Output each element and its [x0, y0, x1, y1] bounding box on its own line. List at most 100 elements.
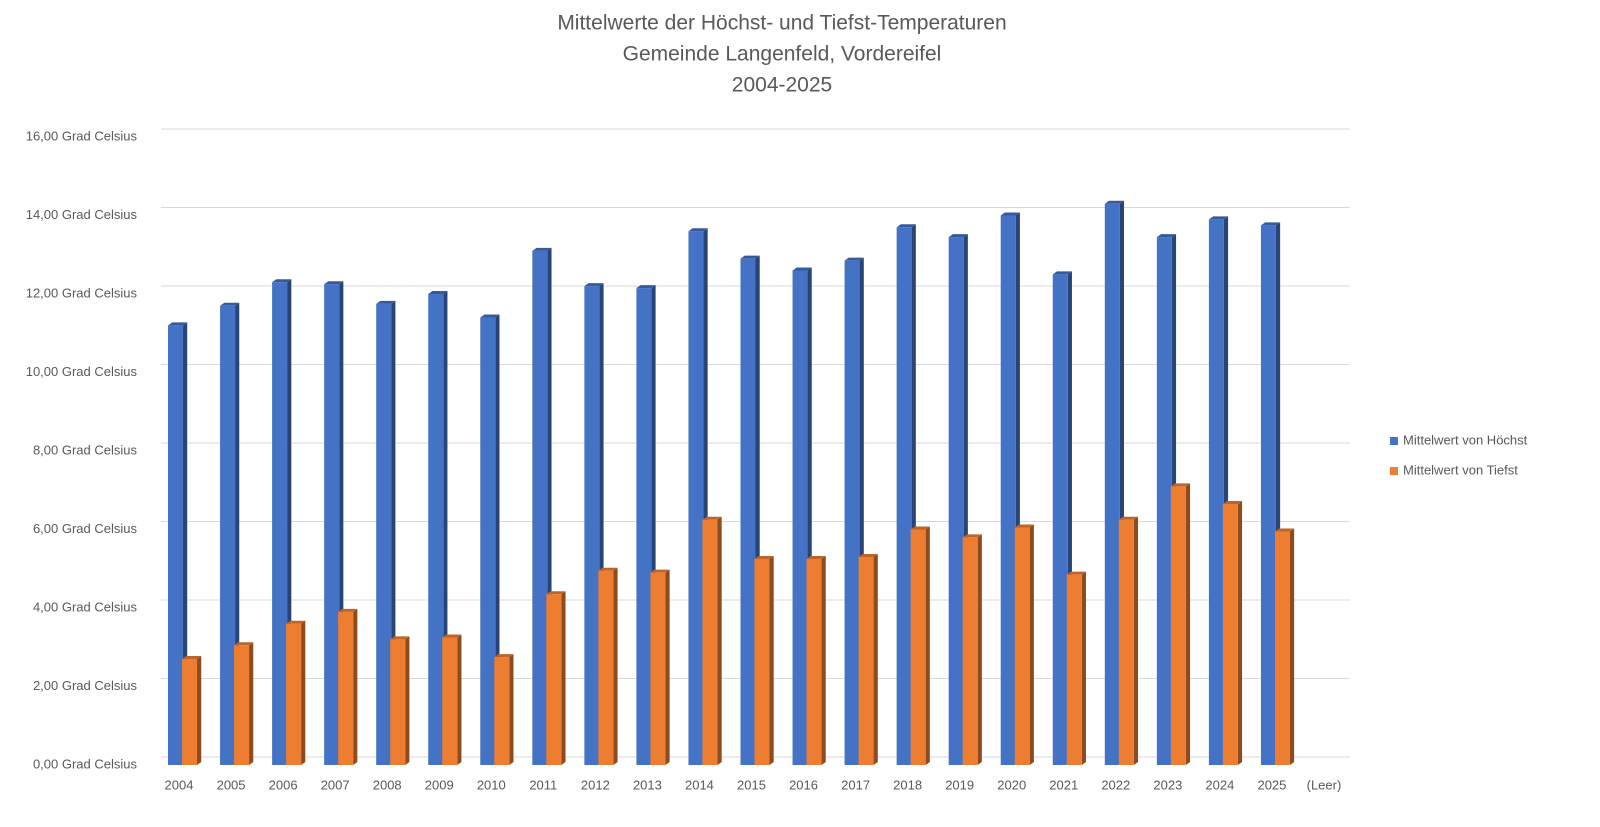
x-tick-label: 2008 [373, 777, 402, 792]
bar-top [702, 516, 722, 520]
bar [1104, 203, 1120, 766]
bar [962, 537, 978, 765]
bar-side [183, 322, 188, 765]
x-tick-label: 2017 [841, 777, 870, 792]
bar [896, 227, 912, 765]
bar-top [1222, 500, 1243, 504]
bar-top [324, 281, 344, 285]
bar-top [740, 255, 760, 259]
bar-top [1208, 216, 1229, 220]
y-tick-label: 8,00 Grad Celsius [33, 442, 138, 457]
bar-side [405, 636, 410, 765]
bar-top [806, 555, 826, 559]
bar-top [286, 620, 306, 624]
bar-side [1185, 483, 1191, 765]
bar [754, 558, 770, 765]
bar-top [220, 302, 240, 306]
x-tick-label: 2004 [165, 777, 194, 792]
y-tick-label: 4,00 Grad Celsius [33, 599, 138, 614]
legend-swatch [1390, 467, 1398, 475]
bar-side [249, 642, 254, 765]
bar [324, 284, 340, 765]
bar-top [376, 300, 396, 304]
bar-side [769, 555, 774, 765]
x-tick-label: 2021 [1049, 777, 1078, 792]
bar [806, 558, 822, 765]
bar-top [1170, 483, 1191, 487]
bar-top [428, 291, 448, 294]
bar [442, 637, 458, 765]
bar [376, 303, 392, 765]
bar-side [457, 634, 462, 765]
chart-subtitle: Gemeinde Langenfeld, Vordereifel [623, 43, 942, 66]
bar [948, 237, 964, 765]
x-tick-label: 2013 [633, 777, 662, 792]
bar [688, 231, 704, 765]
bar-top [1260, 222, 1281, 226]
legend-swatch [1390, 437, 1398, 445]
y-tick-label: 16,00 Grad Celsius [26, 128, 138, 143]
bar [532, 250, 548, 765]
y-tick-label: 10,00 Grad Celsius [26, 364, 138, 379]
bar [702, 519, 718, 765]
chart-title: Mittelwerte der Höchst- und Tiefst-Tempe… [557, 12, 1006, 35]
bar [1222, 503, 1238, 765]
bar-side [821, 555, 826, 765]
x-tick-label: 2019 [945, 777, 974, 792]
bar-top [1000, 212, 1020, 216]
bar [286, 623, 302, 765]
bar [910, 529, 926, 765]
bar-top [636, 285, 656, 289]
bar [1274, 531, 1290, 765]
bar-side [717, 516, 722, 765]
bar [636, 288, 652, 765]
bar-top [1118, 516, 1139, 520]
bar [494, 657, 510, 765]
bar [1066, 574, 1082, 765]
bar-side [495, 314, 500, 765]
bar-top [1052, 271, 1072, 275]
chart-subtitle: 2004-2025 [732, 74, 832, 97]
bar-top [338, 608, 358, 612]
bar [182, 659, 198, 765]
bar [792, 270, 808, 765]
bar-side [197, 656, 202, 765]
bar-top [584, 283, 604, 287]
x-tick-label: 2007 [321, 777, 350, 792]
x-tick-label: 2010 [477, 777, 506, 792]
x-tick-label: 2023 [1153, 777, 1182, 792]
bar-top [1274, 528, 1295, 532]
bar-top [1014, 524, 1034, 528]
bar [650, 572, 666, 765]
bar-side [925, 526, 930, 765]
x-tick-label: 2009 [425, 777, 454, 792]
bar-top [480, 314, 500, 318]
bar-side [1029, 524, 1034, 765]
bar-top [844, 257, 864, 261]
bar [1014, 527, 1030, 765]
bar [220, 305, 236, 765]
bar [1052, 274, 1068, 765]
bar-top [948, 234, 968, 238]
bar [234, 645, 250, 765]
bar-side [561, 591, 566, 765]
bar [1170, 486, 1186, 765]
bar-side [1289, 528, 1295, 765]
bar-top [1156, 234, 1177, 238]
bar-top [650, 569, 670, 573]
bar-side [1237, 500, 1243, 765]
bar-top [896, 224, 916, 228]
bar-top [494, 654, 514, 658]
bar-side [665, 569, 670, 765]
bar-top [792, 267, 812, 271]
x-tick-label: 2011 [529, 777, 557, 792]
bar-side [353, 608, 358, 765]
bar-side [301, 620, 306, 765]
x-tick-label: 2014 [685, 777, 714, 792]
bar-top [688, 228, 708, 232]
bar-top [546, 591, 566, 595]
x-tick-label: 2016 [789, 777, 818, 792]
bar-top [1066, 571, 1086, 575]
bar-side [1081, 571, 1086, 765]
